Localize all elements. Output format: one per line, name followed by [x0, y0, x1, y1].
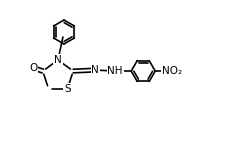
Text: NO₂: NO₂: [162, 66, 182, 76]
Text: S: S: [64, 84, 71, 94]
Text: N: N: [54, 55, 62, 65]
Text: O: O: [29, 63, 38, 73]
Text: N: N: [91, 65, 99, 75]
Text: NH: NH: [108, 66, 123, 76]
